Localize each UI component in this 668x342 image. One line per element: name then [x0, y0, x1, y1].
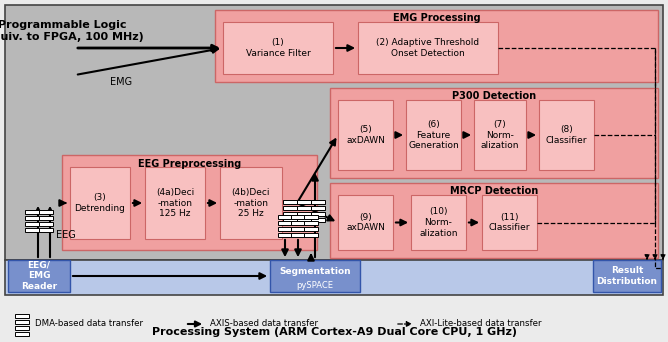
Text: (2) Adaptive Threshold
Onset Detection: (2) Adaptive Threshold Onset Detection — [377, 38, 480, 58]
Text: P300 Detection: P300 Detection — [452, 91, 536, 101]
Bar — [311, 200, 325, 204]
Bar — [39, 210, 53, 214]
Bar — [15, 314, 29, 318]
Text: AXIS-based data transfer: AXIS-based data transfer — [210, 319, 318, 329]
Bar — [291, 227, 305, 231]
Bar — [62, 155, 317, 250]
Bar — [411, 195, 466, 250]
Text: EEG Preprocessing: EEG Preprocessing — [138, 159, 241, 169]
Bar — [215, 10, 658, 82]
Text: AXI-Lite-based data transfer: AXI-Lite-based data transfer — [420, 319, 542, 329]
Bar — [270, 260, 360, 292]
Text: (4a)Deci
-mation
125 Hz: (4a)Deci -mation 125 Hz — [156, 188, 194, 218]
Text: (6)
Feature
Generation: (6) Feature Generation — [408, 120, 459, 150]
Bar — [297, 212, 311, 216]
Bar — [304, 215, 318, 219]
Bar — [220, 167, 282, 239]
Text: (9)
axDAWN: (9) axDAWN — [346, 213, 385, 232]
Bar — [15, 332, 29, 336]
Bar — [278, 215, 292, 219]
Bar — [297, 206, 311, 210]
Text: (8)
Classifier: (8) Classifier — [546, 125, 587, 145]
Text: (10)
Norm-
alization: (10) Norm- alization — [420, 207, 458, 238]
Bar — [25, 222, 39, 226]
Text: (11)
Classifier: (11) Classifier — [489, 213, 530, 232]
Bar — [25, 228, 39, 232]
Bar — [5, 5, 663, 260]
Bar — [482, 195, 537, 250]
Bar — [304, 221, 318, 225]
Text: (4b)Deci
-mation
25 Hz: (4b)Deci -mation 25 Hz — [232, 188, 271, 218]
Bar — [291, 221, 305, 225]
Bar — [278, 227, 292, 231]
Bar — [338, 195, 393, 250]
Bar — [25, 216, 39, 220]
Bar — [304, 233, 318, 237]
Text: Segmentation: Segmentation — [279, 267, 351, 276]
Bar — [311, 212, 325, 216]
Text: Programmable Logic
(equiv. to FPGA, 100 MHz): Programmable Logic (equiv. to FPGA, 100 … — [0, 20, 144, 42]
Bar — [283, 206, 297, 210]
Bar — [539, 100, 594, 170]
Text: (1)
Variance Filter: (1) Variance Filter — [246, 38, 311, 58]
Bar — [8, 260, 70, 292]
Bar — [15, 320, 29, 324]
Bar — [338, 100, 393, 170]
Bar — [39, 216, 53, 220]
Text: (3)
Detrending: (3) Detrending — [75, 193, 126, 213]
Bar — [358, 22, 498, 74]
Bar — [283, 212, 297, 216]
Bar — [5, 260, 663, 295]
Text: EMG Processing: EMG Processing — [393, 13, 480, 23]
Bar — [406, 100, 461, 170]
Bar — [70, 167, 130, 239]
Text: EEG/
EMG
Reader: EEG/ EMG Reader — [21, 261, 57, 291]
Bar — [304, 227, 318, 231]
Bar — [39, 222, 53, 226]
Text: DMA-based data transfer: DMA-based data transfer — [35, 319, 143, 329]
Bar — [291, 215, 305, 219]
Bar — [297, 218, 311, 222]
Bar — [145, 167, 205, 239]
Text: (5)
axDAWN: (5) axDAWN — [346, 125, 385, 145]
Bar — [223, 22, 333, 74]
Bar — [39, 228, 53, 232]
Bar — [311, 218, 325, 222]
Bar — [330, 183, 658, 258]
Bar — [278, 221, 292, 225]
Bar — [297, 200, 311, 204]
Text: EMG: EMG — [110, 77, 132, 87]
Text: EEG: EEG — [56, 230, 75, 240]
Bar — [283, 200, 297, 204]
Bar — [474, 100, 526, 170]
Bar — [25, 210, 39, 214]
Bar — [278, 233, 292, 237]
Text: Processing System (ARM Cortex-A9 Dual Core CPU, 1 GHz): Processing System (ARM Cortex-A9 Dual Co… — [152, 327, 516, 337]
Bar — [283, 218, 297, 222]
Bar — [15, 326, 29, 330]
Bar — [311, 206, 325, 210]
Text: (7)
Norm-
alization: (7) Norm- alization — [481, 120, 519, 150]
Bar — [593, 260, 661, 292]
Bar — [330, 88, 658, 178]
Text: pySPACE: pySPACE — [297, 281, 333, 290]
Text: MRCP Detection: MRCP Detection — [450, 186, 538, 196]
Text: Result
Distribution: Result Distribution — [597, 266, 657, 286]
Bar — [291, 233, 305, 237]
